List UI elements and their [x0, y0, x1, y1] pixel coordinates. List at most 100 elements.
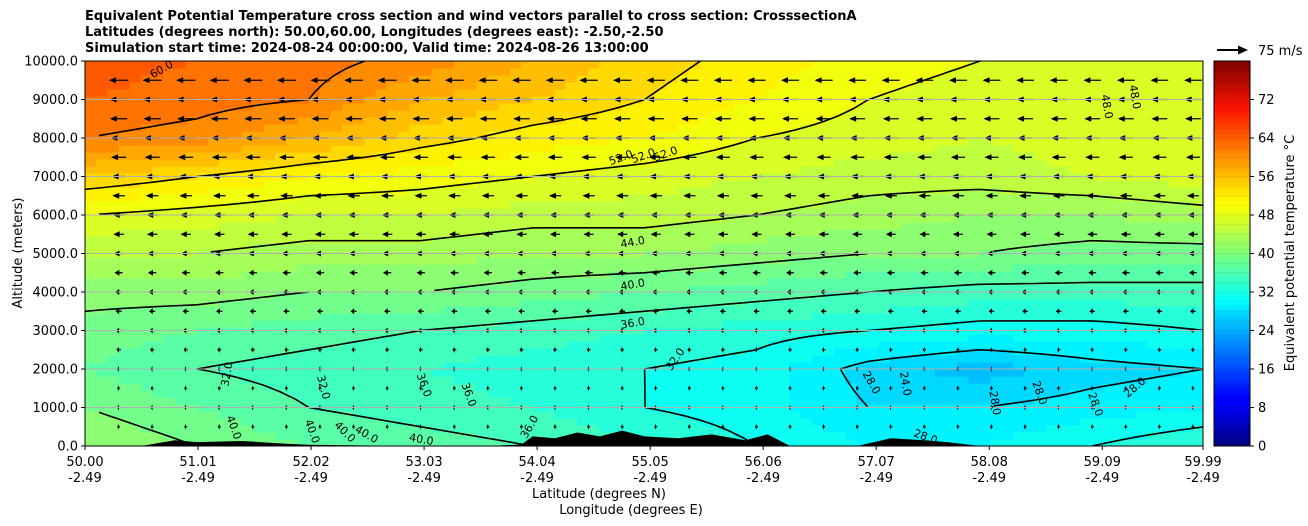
field-cell [163, 264, 176, 272]
field-cell [163, 397, 176, 405]
field-cell [1113, 145, 1126, 153]
field-cell [957, 215, 969, 223]
field-cell [878, 138, 891, 146]
field-cell [1135, 180, 1148, 188]
field-cell [1080, 341, 1092, 349]
field-cell [923, 376, 936, 384]
field-cell [1191, 383, 1203, 391]
field-cell [834, 194, 846, 202]
field-cell [1147, 271, 1159, 279]
field-cell [599, 369, 612, 377]
field-cell [521, 222, 533, 230]
field-cell [990, 425, 1003, 433]
field-cell [263, 418, 276, 426]
field-cell [688, 292, 701, 300]
field-cell [632, 397, 645, 405]
field-cell [185, 194, 198, 202]
field-cell [275, 271, 287, 279]
field-cell [688, 348, 701, 356]
field-cell [85, 264, 97, 272]
field-cell [1169, 411, 1182, 419]
field-cell [297, 285, 310, 293]
field-cell [1135, 201, 1148, 209]
field-cell [688, 397, 701, 405]
field-cell [655, 103, 667, 111]
field-cell [118, 383, 131, 391]
field-cell [1091, 355, 1103, 363]
field-cell [588, 383, 600, 391]
field-cell [297, 124, 310, 132]
field-cell [599, 320, 612, 328]
field-cell [409, 152, 421, 160]
field-cell [174, 215, 187, 223]
field-cell [576, 180, 589, 188]
field-cell [711, 313, 723, 321]
field-cell [118, 362, 131, 370]
field-cell [96, 292, 108, 300]
field-cell [990, 306, 1003, 314]
field-cell [1147, 411, 1159, 419]
field-cell [465, 187, 477, 195]
field-cell [834, 201, 846, 209]
field-cell [576, 390, 589, 398]
field-cell [487, 103, 500, 111]
field-cell [1191, 313, 1203, 321]
field-cell [856, 348, 869, 356]
field-cell [275, 432, 287, 440]
field-cell [1057, 110, 1070, 118]
field-cell [957, 124, 969, 132]
field-cell [364, 187, 377, 195]
field-cell [1091, 243, 1103, 251]
field-cell [957, 292, 969, 300]
field-cell [1035, 138, 1048, 146]
field-cell [85, 334, 97, 342]
field-cell [1147, 320, 1159, 328]
field-cell [230, 362, 243, 370]
field-cell [722, 299, 735, 307]
field-cell [856, 306, 869, 314]
field-cell [834, 243, 846, 251]
field-cell [699, 411, 712, 419]
field-cell [811, 145, 824, 153]
field-cell [867, 236, 880, 244]
field-cell [308, 229, 321, 237]
field-cell [442, 194, 455, 202]
field-cell [442, 138, 455, 146]
field-cell [196, 411, 209, 419]
field-cell [252, 320, 265, 328]
field-cell [319, 201, 332, 209]
field-cell [476, 152, 489, 160]
field-cell [207, 201, 220, 209]
field-cell [901, 103, 913, 111]
field-cell [163, 194, 176, 202]
field-cell [129, 187, 142, 195]
field-cell [129, 145, 142, 153]
field-cell [409, 334, 421, 342]
field-cell [1068, 320, 1081, 328]
field-cell [856, 117, 869, 125]
field-cell [85, 390, 97, 398]
field-cell [632, 348, 645, 356]
field-cell [453, 299, 466, 307]
field-cell [923, 131, 936, 139]
field-cell [766, 397, 779, 405]
field-cell [174, 117, 187, 125]
field-cell [1080, 285, 1092, 293]
field-cell [1046, 152, 1059, 160]
field-cell [230, 376, 243, 384]
field-cell [889, 236, 902, 244]
field-cell [733, 110, 746, 118]
field-cell [129, 320, 142, 328]
field-cell [1001, 285, 1014, 293]
field-cell [923, 201, 936, 209]
field-cell [1124, 341, 1137, 349]
field-cell [487, 271, 500, 279]
field-cell [207, 166, 220, 174]
field-cell [330, 264, 343, 272]
field-cell [766, 152, 779, 160]
field-cell [744, 145, 757, 153]
field-cell [610, 201, 623, 209]
field-cell [1080, 390, 1092, 398]
field-cell [129, 390, 142, 398]
field-cell [822, 180, 835, 188]
